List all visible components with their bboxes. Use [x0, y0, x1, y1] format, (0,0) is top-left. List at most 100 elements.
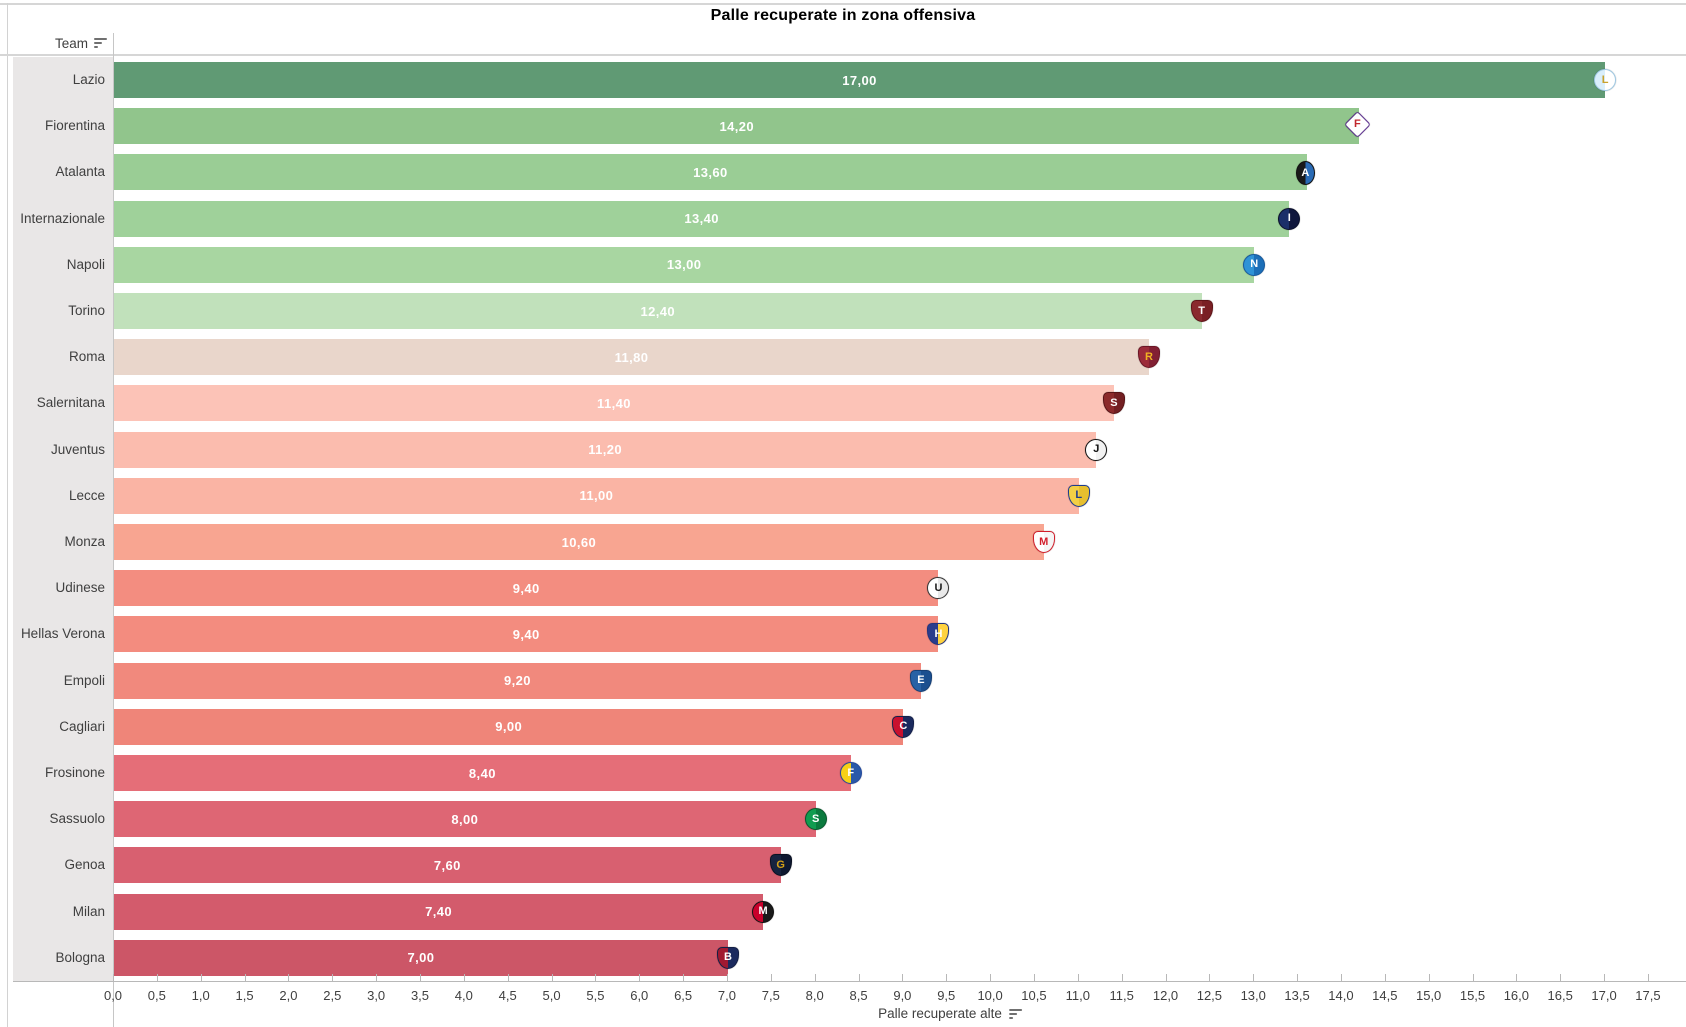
- x-tick-label: 0,0: [103, 988, 123, 1003]
- x-tick-mark: [858, 974, 860, 982]
- bar[interactable]: 8,00: [114, 801, 816, 838]
- x-tick-label: 8,0: [805, 988, 824, 1003]
- team-label: Torino: [68, 303, 105, 318]
- chart-title: Palle recuperate in zona offensiva: [710, 7, 976, 24]
- bar-value-label: 11,20: [588, 442, 623, 458]
- team-labels: Lazio Fiorentina Atalanta Internazionale Nap…: [13, 57, 113, 981]
- bar[interactable]: 10,60: [114, 524, 1044, 561]
- x-tick-label: 6,5: [674, 988, 693, 1003]
- team-logo-initial: E: [917, 674, 925, 687]
- team-label: Internazionale: [20, 210, 105, 226]
- salernitana-crest: S: [1102, 392, 1125, 415]
- table-row: 11,40 S: [114, 380, 1686, 426]
- x-tick-label: 9,0: [893, 988, 912, 1003]
- bar[interactable]: 9,20: [114, 662, 921, 699]
- bar[interactable]: 14,20: [114, 108, 1360, 145]
- x-tick-mark: [200, 974, 202, 982]
- bar[interactable]: 8,40: [114, 755, 851, 792]
- x-tick-mark: [1297, 974, 1299, 982]
- team-label: Atalanta: [55, 164, 105, 180]
- x-tick-label: 14,0: [1328, 988, 1354, 1003]
- x-tick-mark: [1428, 974, 1430, 982]
- bar-value-label: 14,20: [719, 118, 754, 134]
- bar[interactable]: 7,00: [114, 939, 728, 976]
- team-logo-initial: M: [1039, 535, 1049, 548]
- x-tick-label: 15,0: [1415, 988, 1442, 1003]
- bar[interactable]: 7,60: [114, 847, 781, 884]
- x-tick-mark: [990, 974, 992, 982]
- team-logo-initial: H: [934, 627, 943, 640]
- bar-value-label: 11,80: [614, 349, 649, 365]
- table-row: 9,40 H: [114, 611, 1686, 657]
- filter-icon[interactable]: [1008, 1008, 1022, 1019]
- bar[interactable]: 7,40: [114, 893, 764, 930]
- hellas-verona-crest: H: [927, 623, 950, 646]
- bar-value-label: 13,40: [684, 211, 719, 227]
- x-tick-label: 3,0: [367, 988, 386, 1003]
- x-tick-label: 4,5: [498, 988, 517, 1003]
- team-label: Hellas Verona: [20, 626, 105, 642]
- bar-value-label: 8,00: [451, 811, 479, 827]
- team-label: Monza: [64, 534, 105, 549]
- team-label: Sassuolo: [49, 811, 105, 827]
- team-logo-initial: S: [1110, 396, 1118, 409]
- x-tick-mark: [1384, 974, 1386, 982]
- milan-crest: M: [752, 900, 775, 923]
- x-tick-label: 13,5: [1284, 988, 1310, 1003]
- team-label: Lecce: [68, 487, 105, 503]
- x-tick-mark: [1253, 974, 1255, 982]
- x-tick-label: 16,0: [1503, 988, 1530, 1003]
- bar[interactable]: 13,00: [114, 246, 1255, 283]
- team-column-header: Team: [10, 33, 107, 53]
- bologna-crest: B: [716, 946, 739, 969]
- bar[interactable]: 13,40: [114, 200, 1290, 237]
- x-tick-label: 11,5: [1109, 988, 1134, 1003]
- table-row: 10,60 M: [114, 519, 1686, 565]
- bar-value-label: 12,40: [640, 303, 676, 319]
- bar-value-label: 13,60: [693, 164, 728, 180]
- x-tick-label: 15,5: [1459, 988, 1486, 1003]
- x-tick-label: 4,0: [454, 988, 473, 1003]
- x-tick-label: 2,0: [279, 988, 298, 1003]
- bar[interactable]: 11,80: [114, 339, 1149, 376]
- team-logo-initial: F: [847, 766, 855, 779]
- team-label: Udinese: [55, 580, 105, 596]
- team-logo-initial: A: [1301, 166, 1310, 179]
- x-tick-label: 10,5: [1021, 988, 1047, 1003]
- bar[interactable]: 11,40: [114, 385, 1114, 422]
- bar[interactable]: 9,40: [114, 570, 939, 607]
- bar[interactable]: 11,20: [114, 431, 1097, 468]
- x-tick-label: 12,0: [1152, 988, 1179, 1003]
- filter-icon[interactable]: [94, 38, 107, 49]
- bar-value-label: 11,00: [579, 488, 614, 504]
- table-row: 13,60 A: [114, 149, 1686, 195]
- juventus-crest: J: [1085, 438, 1108, 461]
- bar-value-label: 17,00: [842, 72, 877, 88]
- x-tick-mark: [419, 974, 421, 982]
- top-border: [0, 3, 1686, 5]
- bar-value-label: 9,40: [512, 580, 540, 596]
- table-row: 17,00 L: [114, 57, 1686, 103]
- x-tick-mark: [113, 974, 114, 982]
- monza-crest: M: [1032, 531, 1055, 554]
- bar[interactable]: 12,40: [114, 293, 1202, 330]
- x-tick-label: 10,0: [977, 988, 1003, 1003]
- x-tick-mark: [244, 974, 246, 982]
- x-tick-label: 5,0: [542, 988, 561, 1003]
- bar[interactable]: 13,60: [114, 154, 1307, 191]
- team-label: Empoli: [63, 672, 105, 688]
- bar[interactable]: 9,00: [114, 708, 904, 745]
- x-tick-label: 0,5: [147, 988, 166, 1003]
- bar[interactable]: 17,00: [114, 62, 1606, 99]
- x-tick-label: 14,5: [1372, 988, 1398, 1003]
- table-row: 7,60 G: [114, 842, 1686, 888]
- team-logo-initial: L: [1601, 73, 1609, 86]
- bar[interactable]: 11,00: [114, 477, 1079, 514]
- table-row: 7,00 B: [114, 935, 1686, 981]
- team-label: Juventus: [50, 441, 105, 457]
- x-tick-mark: [463, 974, 465, 982]
- lecce-crest: L: [1067, 484, 1090, 507]
- table-row: 13,00 N: [114, 242, 1686, 288]
- bar[interactable]: 9,40: [114, 616, 939, 653]
- bar-value-label: 7,60: [433, 857, 461, 873]
